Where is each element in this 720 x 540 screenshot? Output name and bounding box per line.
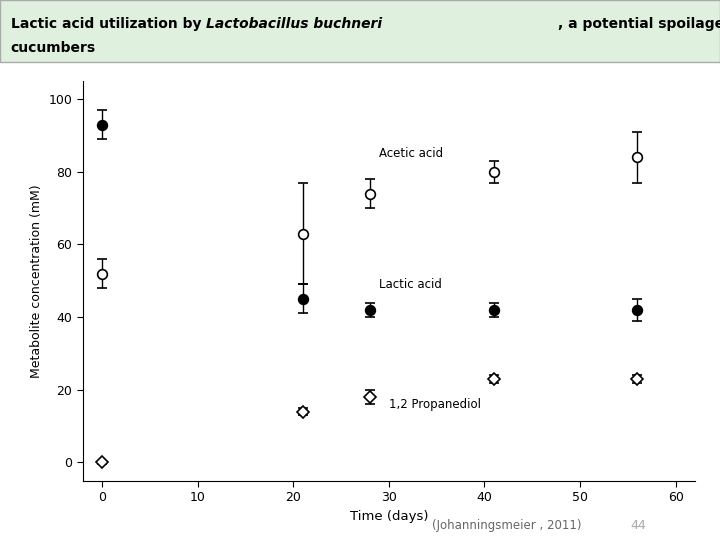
Text: 44: 44 [630,519,646,532]
X-axis label: Time (days): Time (days) [349,510,428,523]
Text: Lactic acid: Lactic acid [379,278,442,291]
Text: Acetic acid: Acetic acid [379,147,444,160]
Text: 1,2 Propanediol: 1,2 Propanediol [389,398,481,411]
Text: Lactobacillus buchneri: Lactobacillus buchneri [206,17,382,31]
Text: cucumbers: cucumbers [11,42,96,56]
Text: (Johanningsmeier , 2011): (Johanningsmeier , 2011) [432,519,582,532]
Text: , a potential spoilage organism in fermented: , a potential spoilage organism in ferme… [559,17,720,31]
Text: Lactic acid utilization by: Lactic acid utilization by [11,17,206,31]
Y-axis label: Metabolite concentration (mM): Metabolite concentration (mM) [30,184,43,377]
